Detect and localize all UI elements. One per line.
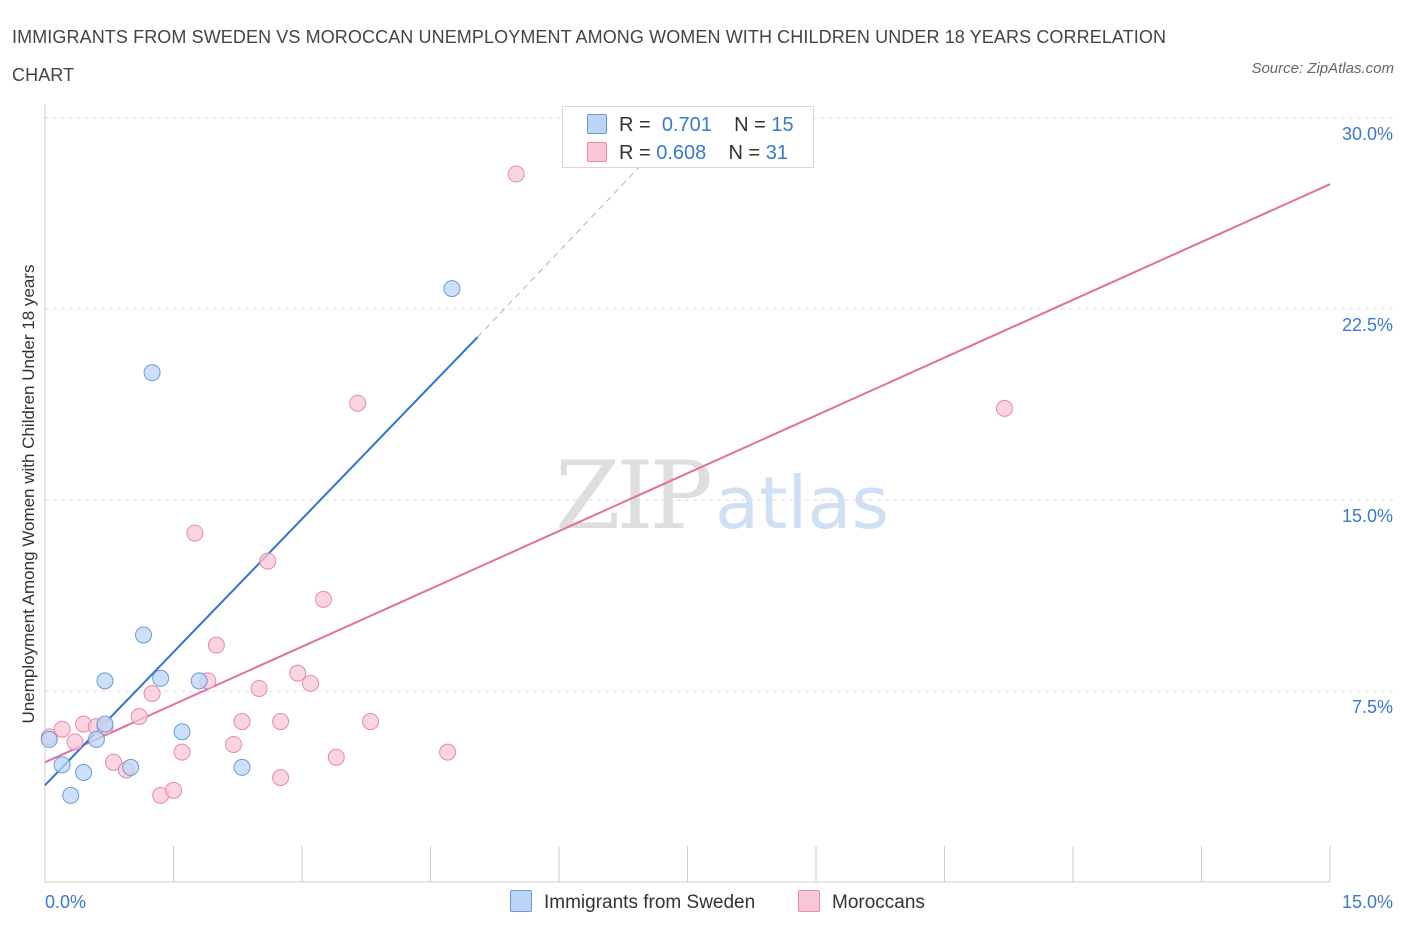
sweden-point — [40, 730, 58, 748]
stats-legend: R = 0.701 N = 15 R = 0.608 N = 31 — [562, 106, 814, 168]
moroccan-point — [53, 720, 71, 738]
legend-label-moroccans: Moroccans — [832, 892, 925, 913]
moroccan-point — [439, 743, 457, 761]
sweden-point — [96, 715, 114, 733]
moroccan-point — [314, 590, 332, 608]
moroccan-point — [233, 713, 251, 731]
moroccan-point — [186, 524, 204, 542]
sweden-point — [62, 786, 80, 804]
legend-label-sweden: Immigrants from Sweden — [544, 892, 756, 913]
moroccan-point — [327, 748, 345, 766]
y-tick-label: 7.5% — [1352, 697, 1393, 717]
y-axis-label: Unemployment Among Women with Children U… — [19, 265, 38, 724]
sweden-point — [75, 763, 93, 781]
sweden-swatch — [510, 890, 532, 912]
y-tick-label: 30.0% — [1342, 124, 1393, 144]
sweden-point — [96, 672, 114, 690]
data-points — [40, 165, 1013, 804]
moroccan-point — [224, 735, 242, 753]
series-legend: Immigrants from Sweden Moroccans — [0, 888, 1406, 916]
n-value-sweden: 15 — [771, 114, 794, 136]
sweden-point — [122, 758, 140, 776]
r-label: R = — [619, 114, 651, 136]
axes — [44, 104, 1331, 883]
moroccans-swatch — [587, 142, 607, 162]
moroccan-point — [130, 707, 148, 725]
legend-row-sweden: R = 0.701 N = 15 — [587, 111, 794, 139]
moroccans-swatch — [798, 890, 820, 912]
watermark: ZIP atlas — [555, 442, 889, 551]
x-tick-label: 15.0% — [1342, 892, 1393, 912]
moroccan-point — [207, 636, 225, 654]
n-label: N = — [728, 142, 761, 164]
moroccan-point — [143, 685, 161, 703]
moroccan-point — [173, 743, 191, 761]
sweden-point — [143, 364, 161, 382]
sweden-point — [53, 756, 71, 774]
moroccan-point — [362, 713, 380, 731]
chart-title: IMMIGRANTS FROM SWEDEN VS MOROCCAN UNEMP… — [12, 27, 1167, 85]
moroccan-point — [105, 753, 123, 771]
trend-lines — [44, 160, 1331, 786]
sweden-point — [190, 672, 208, 690]
sweden-point — [173, 723, 191, 741]
legend-row-moroccans: R = 0.608 N = 31 — [587, 139, 788, 167]
moroccan-point — [272, 713, 290, 731]
moroccan-point — [250, 679, 268, 697]
moroccan-point — [302, 674, 320, 692]
moroccan-point — [272, 769, 290, 787]
gridlines — [45, 117, 1395, 692]
y-tick-label: 15.0% — [1342, 506, 1393, 526]
x-tick-label: 0.0% — [45, 892, 86, 912]
tick-labels: 7.5% 15.0% 22.5% 30.0% 0.0% 15.0% — [45, 124, 1393, 912]
r-label: R = — [619, 142, 651, 164]
sweden-swatch — [587, 114, 607, 134]
watermark-atlas: atlas — [715, 461, 889, 545]
moroccan-point — [289, 664, 307, 682]
r-value-moroccans: 0.608 — [656, 142, 707, 164]
moroccan-point — [66, 733, 84, 751]
moroccan-point — [995, 399, 1013, 417]
n-value-moroccans: 31 — [765, 142, 789, 164]
sweden-point — [152, 669, 170, 687]
sweden-trend-extension — [477, 160, 646, 338]
r-value-sweden: 0.701 — [661, 114, 712, 136]
y-tick-label: 22.5% — [1342, 315, 1393, 335]
sweden-point — [233, 758, 251, 776]
moroccan-trend-line — [44, 183, 1331, 764]
moroccan-point — [507, 165, 525, 183]
sweden-point — [87, 730, 105, 748]
n-label: N = — [734, 114, 766, 136]
source-label: Source: ZipAtlas.com — [1251, 60, 1394, 77]
sweden-point — [135, 626, 153, 644]
sweden-point — [443, 280, 461, 298]
legend-item-moroccans: Moroccans — [798, 890, 925, 914]
moroccan-point — [259, 552, 277, 570]
watermark-zip: ZIP — [555, 442, 709, 551]
moroccan-point — [165, 781, 182, 799]
legend-item-sweden: Immigrants from Sweden — [510, 890, 755, 914]
moroccan-point — [349, 394, 367, 412]
